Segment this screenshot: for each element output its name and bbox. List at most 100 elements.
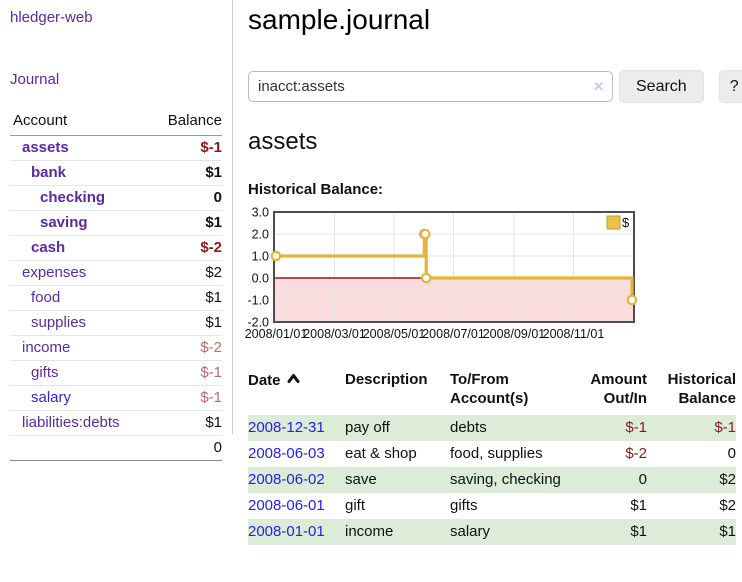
account-row: income $-2 xyxy=(10,335,222,361)
transaction-balance-cell: $2 xyxy=(719,497,736,514)
transaction-description-cell: income xyxy=(345,519,450,545)
register-header-balance: Historical Balance xyxy=(667,371,736,407)
account-link-liabilities-debts[interactable]: liabilities:debts xyxy=(22,414,120,431)
search-button[interactable]: Search xyxy=(619,70,704,103)
account-link-bank[interactable]: bank xyxy=(31,164,67,181)
account-balance: 0 xyxy=(138,185,222,211)
accounts-header-balance: Balance xyxy=(138,110,222,136)
app-brand-link[interactable]: hledger-web xyxy=(10,9,93,26)
register-header-amount: Amount Out/In xyxy=(590,371,647,407)
svg-text:2008/01/01: 2008/01/01 xyxy=(245,327,308,341)
search-input[interactable] xyxy=(248,71,613,102)
accounts-header-row: Account Balance xyxy=(10,110,222,136)
account-row: gifts $-1 xyxy=(10,360,222,386)
transaction-description-cell: gift xyxy=(345,497,366,514)
sidebar: hledger-web Journal Account Balance asse… xyxy=(0,0,232,582)
transaction-balance-cell: $1 xyxy=(647,519,736,545)
transaction-date-link[interactable]: 2008-06-03 xyxy=(248,445,325,462)
account-link-cash[interactable]: cash xyxy=(31,239,66,256)
transaction-date-cell: 2008-06-02 xyxy=(248,467,345,493)
transaction-date-cell: 2008-06-01 xyxy=(248,493,345,519)
account-link-assets[interactable]: assets xyxy=(22,139,69,156)
account-link-checking[interactable]: checking xyxy=(40,189,106,206)
svg-text:2008/09/01: 2008/09/01 xyxy=(483,327,546,341)
transaction-amount-cell: $-2 xyxy=(625,445,647,462)
sidebar-divider xyxy=(232,0,233,434)
account-balance: $1 xyxy=(138,210,222,236)
transaction-date-cell: 2008-12-31 xyxy=(248,415,345,441)
account-link-food[interactable]: food xyxy=(31,289,61,306)
svg-text:2008/05/01: 2008/05/01 xyxy=(363,327,426,341)
transaction-date-cell: 2008-06-03 xyxy=(248,441,345,467)
account-row: food $1 xyxy=(10,285,222,311)
transaction-description-cell: pay off xyxy=(345,415,450,441)
transaction-amount-cell: $1 xyxy=(630,497,647,514)
account-row: saving $1 xyxy=(10,210,222,236)
transaction-row: 2008-06-01 gift gifts $1 $2 xyxy=(248,493,736,519)
svg-text:0.0: 0.0 xyxy=(252,272,269,286)
svg-text:1.0: 1.0 xyxy=(252,250,269,264)
transaction-date-link[interactable]: 2008-12-31 xyxy=(248,419,325,436)
account-balance: $1 xyxy=(138,410,222,436)
account-link-supplies[interactable]: supplies xyxy=(31,314,87,331)
register-table-body: 2008-12-31 pay off debts $-1 $-1 2008-06-03 ea… xyxy=(248,415,736,545)
transaction-row: 2008-06-02 save saving, checking 0 $2 xyxy=(248,467,736,493)
account-row: supplies $1 xyxy=(10,310,222,336)
account-row: checking 0 xyxy=(10,185,222,211)
account-balance: $-1 xyxy=(138,385,222,411)
transaction-date-link[interactable]: 2008-06-01 xyxy=(248,497,325,514)
transaction-description-cell: save xyxy=(345,467,450,493)
account-balance: $-1 xyxy=(138,360,222,386)
transaction-accounts-cell: gifts xyxy=(450,497,478,514)
transaction-amount-cell: $1 xyxy=(572,519,647,545)
page-title: sample.journal xyxy=(248,4,431,35)
account-balance: $2 xyxy=(138,260,222,286)
register-header-description: Description xyxy=(345,371,428,388)
accounts-table: Account Balance assets $-1 bank $1 checking 0… xyxy=(10,110,222,461)
transaction-balance-cell: $2 xyxy=(647,467,736,493)
account-heading: assets xyxy=(248,128,318,155)
account-balance: $-1 xyxy=(138,135,222,161)
main-content: sample.journal ✕ Search ? assets Histori… xyxy=(232,0,742,582)
register-header-accounts: To/From Account(s) xyxy=(450,371,529,407)
account-link-gifts[interactable]: gifts xyxy=(31,364,59,381)
svg-text:-2.0: -2.0 xyxy=(247,316,269,330)
account-balance: $1 xyxy=(138,160,222,186)
sort-ascending-icon xyxy=(287,370,300,389)
transaction-accounts-cell: debts xyxy=(450,415,572,441)
account-row: assets $-1 xyxy=(10,135,222,161)
transaction-accounts-cell: saving, checking xyxy=(450,467,572,493)
account-balance: $1 xyxy=(138,310,222,336)
transaction-date-link[interactable]: 2008-01-01 xyxy=(248,523,325,540)
account-row: salary $-1 xyxy=(10,385,222,411)
register-header-date[interactable]: Date xyxy=(248,370,345,415)
transaction-amount-cell: $-1 xyxy=(572,415,647,441)
transaction-amount-cell: 0 xyxy=(572,467,647,493)
svg-text:3.0: 3.0 xyxy=(252,206,269,220)
account-link-saving[interactable]: saving xyxy=(40,214,88,231)
transaction-description-cell: eat & shop xyxy=(345,445,417,462)
svg-text:-1.0: -1.0 xyxy=(247,294,269,308)
transaction-row: 2008-12-31 pay off debts $-1 $-1 xyxy=(248,415,736,441)
account-row: liabilities:debts $1 xyxy=(10,410,222,436)
transaction-accounts-cell: salary xyxy=(450,519,572,545)
accounts-table-body: assets $-1 bank $1 checking 0 saving $1 cash $-2 e… xyxy=(10,135,222,436)
balance-chart: $3.0 2.0 1.0 0.0 -1.0 -2.02008/01/012008/03/0… xyxy=(245,206,638,341)
sidebar-item-journal[interactable]: Journal xyxy=(10,71,60,88)
register-table: Date Description To/From Account(s) Amou… xyxy=(248,370,736,545)
chart-label: Historical Balance: xyxy=(248,181,384,198)
help-button[interactable]: ? xyxy=(718,70,742,103)
account-row: bank $1 xyxy=(10,160,222,186)
account-link-salary[interactable]: salary xyxy=(31,389,72,406)
transaction-row: 2008-01-01 income salary $1 $1 xyxy=(248,519,736,545)
account-link-expenses[interactable]: expenses xyxy=(22,264,87,281)
accounts-header-account: Account xyxy=(10,110,138,136)
account-link-income[interactable]: income xyxy=(22,339,71,356)
svg-text:$: $ xyxy=(622,215,630,230)
transaction-balance-cell: 0 xyxy=(727,445,736,462)
transaction-date-cell: 2008-01-01 xyxy=(248,519,345,545)
transaction-date-link[interactable]: 2008-06-02 xyxy=(248,471,325,488)
transaction-balance-cell: $-1 xyxy=(647,415,736,441)
clear-search-icon[interactable]: ✕ xyxy=(593,79,604,94)
